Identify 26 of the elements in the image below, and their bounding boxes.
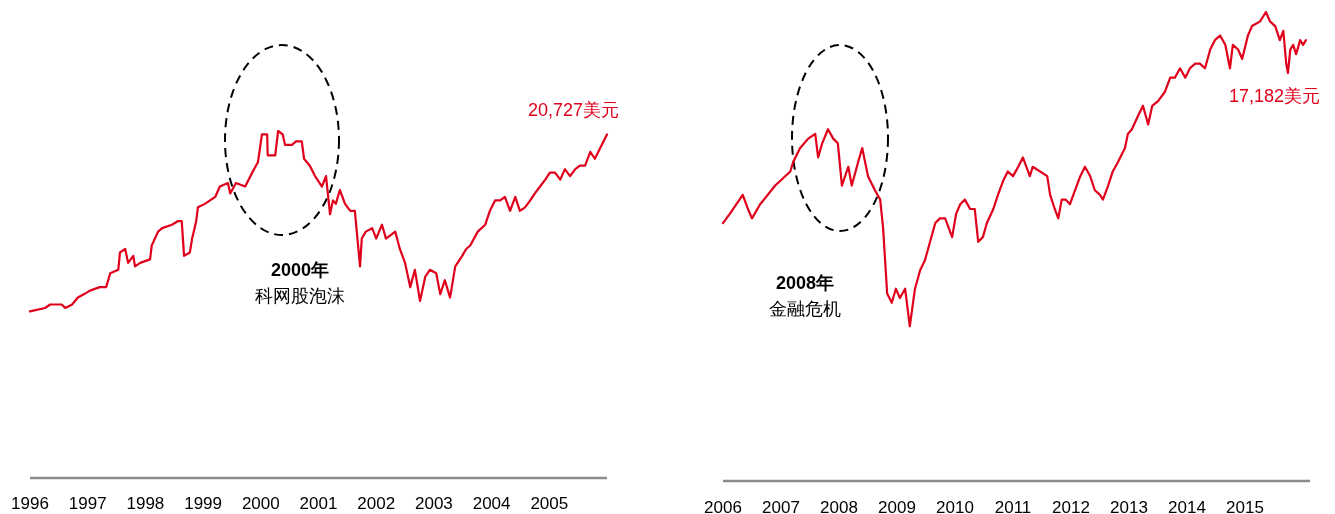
x-tick-label: 2014 (1168, 498, 1206, 514)
x-tick-label: 2000 (241, 494, 280, 513)
x-tick-label: 2009 (878, 498, 916, 514)
x-tick-label: 2010 (936, 498, 974, 514)
annotation: 金融危机 (769, 299, 841, 319)
annotation: 科网股泡沫 (255, 286, 345, 306)
annotation: 17,182美元 (1228, 86, 1320, 107)
x-tick-label: 1998 (126, 494, 165, 513)
x-tick-label: 2003 (414, 494, 453, 513)
x-tick-label: 1999 (184, 494, 223, 513)
x-tick-label: 1996 (11, 494, 49, 513)
x-tick-label: 2013 (1110, 498, 1148, 514)
x-tick-label: 2001 (299, 494, 338, 513)
x-tick-label: 2002 (357, 494, 396, 513)
x-tick-label: 2012 (1052, 498, 1090, 514)
x-tick-label: 1997 (68, 494, 107, 513)
x-tick-label: 2006 (704, 498, 742, 514)
annotation: 20,727美元 (527, 100, 619, 121)
x-tick-label: 2004 (472, 494, 511, 513)
annotation: 2008年 (775, 273, 835, 293)
x-tick-label: 2005 (530, 494, 569, 513)
x-tick-label: 2008 (820, 498, 858, 514)
annotation: 2000年 (270, 260, 330, 280)
x-tick-label: 2007 (762, 498, 800, 514)
x-tick-label: 2011 (994, 498, 1032, 514)
x-tick-label: 2015 (1226, 498, 1264, 514)
